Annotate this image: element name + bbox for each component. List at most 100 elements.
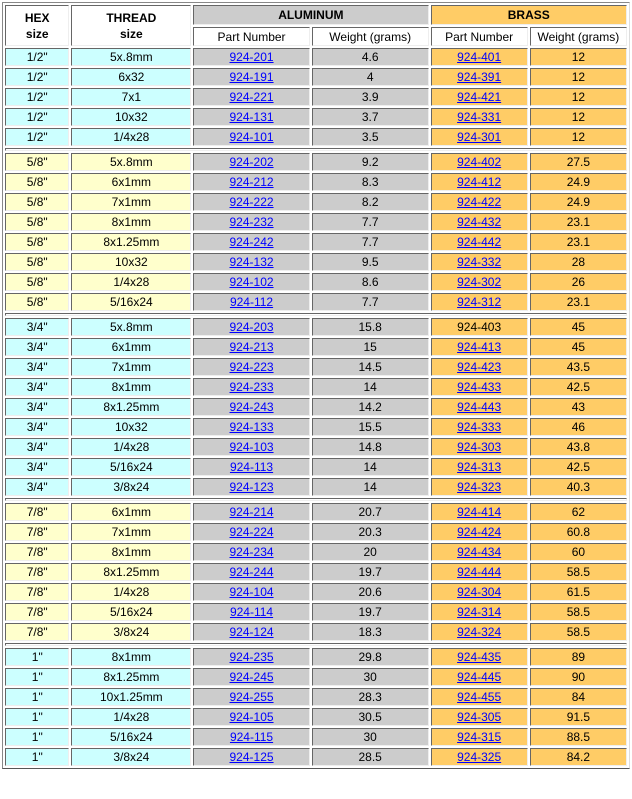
- aluminum-weight: 20: [311, 543, 429, 561]
- aluminum-part-number-link[interactable]: 924-191: [229, 70, 274, 84]
- brass-part-number-link[interactable]: 924-421: [457, 90, 502, 104]
- aluminum-header: ALUMINUM: [193, 5, 429, 25]
- brass-part-number-link[interactable]: 924-435: [457, 650, 502, 664]
- brass-part-number-link[interactable]: 924-434: [457, 545, 502, 559]
- hex-size-cell: 5/8": [5, 193, 70, 211]
- thread-size-cell: 8x1.25mm: [71, 233, 192, 251]
- brass-weight: 88.5: [529, 728, 627, 746]
- brass-weight: 58.5: [529, 563, 627, 581]
- brass-part-number: 924-402: [430, 153, 528, 171]
- aluminum-part-number-link[interactable]: 924-201: [229, 50, 274, 64]
- brass-part-number-link[interactable]: 924-455: [457, 690, 502, 704]
- brass-part-number-link[interactable]: 924-401: [457, 50, 502, 64]
- brass-part-number-link[interactable]: 924-412: [457, 175, 502, 189]
- brass-part-number-link[interactable]: 924-433: [457, 380, 502, 394]
- hex-size-cell: 3/4": [5, 338, 70, 356]
- aluminum-part-number: 924-201: [193, 48, 310, 66]
- brass-part-number-link[interactable]: 924-413: [457, 340, 502, 354]
- table-row: 3/4" 1/4x28 924-103 14.8 924-303 43.8: [5, 438, 627, 456]
- table-row: 5/8" 5x.8mm 924-202 9.2 924-402 27.5: [5, 153, 627, 171]
- aluminum-weight: 14.2: [311, 398, 429, 416]
- aluminum-part-number-link[interactable]: 924-232: [229, 215, 274, 229]
- aluminum-part-number-link[interactable]: 924-104: [229, 585, 274, 599]
- brass-part-number-link[interactable]: 924-324: [457, 625, 502, 639]
- brass-part-number-link[interactable]: 924-402: [457, 155, 502, 169]
- brass-part-number-link[interactable]: 924-312: [457, 295, 502, 309]
- aluminum-part-number-link[interactable]: 924-212: [229, 175, 274, 189]
- brass-part-number-link[interactable]: 924-301: [457, 130, 502, 144]
- brass-part-number-link[interactable]: 924-333: [457, 420, 502, 434]
- aluminum-part-number-link[interactable]: 924-202: [229, 155, 274, 169]
- aluminum-part-number-link[interactable]: 924-124: [229, 625, 274, 639]
- aluminum-part-number-link[interactable]: 924-234: [229, 545, 274, 559]
- brass-part-number-link[interactable]: 924-442: [457, 235, 502, 249]
- aluminum-part-number-link[interactable]: 924-255: [229, 690, 274, 704]
- aluminum-part-number-link[interactable]: 924-233: [229, 380, 274, 394]
- aluminum-part-number-link[interactable]: 924-102: [229, 275, 274, 289]
- brass-part-number-link[interactable]: 924-423: [457, 360, 502, 374]
- thread-size-cell: 1/4x28: [71, 273, 192, 291]
- aluminum-part-number-link[interactable]: 924-112: [229, 295, 274, 309]
- aluminum-part-number-link[interactable]: 924-101: [229, 130, 274, 144]
- aluminum-part-number-link[interactable]: 924-243: [229, 400, 274, 414]
- aluminum-part-number-link[interactable]: 924-131: [229, 110, 274, 124]
- brass-part-number-link[interactable]: 924-304: [457, 585, 502, 599]
- thread-size-cell: 8x1.25mm: [71, 668, 192, 686]
- aluminum-part-number: 924-115: [193, 728, 310, 746]
- brass-part-number-link[interactable]: 924-422: [457, 195, 502, 209]
- table-row: 3/4" 7x1mm 924-223 14.5 924-423 43.5: [5, 358, 627, 376]
- aluminum-part-number-link[interactable]: 924-213: [229, 340, 274, 354]
- aluminum-part-number: 924-224: [193, 523, 310, 541]
- brass-part-number: 924-324: [430, 623, 528, 641]
- aluminum-part-number: 924-213: [193, 338, 310, 356]
- aluminum-part-number-link[interactable]: 924-235: [229, 650, 274, 664]
- aluminum-part-number-link[interactable]: 924-222: [229, 195, 274, 209]
- aluminum-part-number-link[interactable]: 924-103: [229, 440, 274, 454]
- thread-size-cell: 6x32: [71, 68, 192, 86]
- brass-part-number-link[interactable]: 924-414: [457, 505, 502, 519]
- brass-part-number-link[interactable]: 924-391: [457, 70, 502, 84]
- aluminum-part-number-link[interactable]: 924-223: [229, 360, 274, 374]
- brass-part-number-link[interactable]: 924-303: [457, 440, 502, 454]
- table-row: 1" 1/4x28 924-105 30.5 924-305 91.5: [5, 708, 627, 726]
- aluminum-weight: 20.6: [311, 583, 429, 601]
- brass-part-number-link[interactable]: 924-445: [457, 670, 502, 684]
- brass-part-number-link[interactable]: 924-314: [457, 605, 502, 619]
- hex-size-cell: 5/8": [5, 293, 70, 311]
- brass-part-number-link[interactable]: 924-302: [457, 275, 502, 289]
- hex-size-cell: 3/4": [5, 458, 70, 476]
- aluminum-part-number-link[interactable]: 924-242: [229, 235, 274, 249]
- aluminum-part-number-link[interactable]: 924-115: [229, 730, 274, 744]
- brass-part-number-link[interactable]: 924-305: [457, 710, 502, 724]
- aluminum-part-number-link[interactable]: 924-133: [229, 420, 274, 434]
- brass-weight: 12: [529, 88, 627, 106]
- aluminum-part-number-link[interactable]: 924-214: [229, 505, 274, 519]
- brass-part-number-link[interactable]: 924-443: [457, 400, 502, 414]
- aluminum-part-number-link[interactable]: 924-132: [229, 255, 274, 269]
- brass-part-number-link[interactable]: 924-313: [457, 460, 502, 474]
- brass-weight: 61.5: [529, 583, 627, 601]
- brass-part-number: 924-434: [430, 543, 528, 561]
- aluminum-part-number-link[interactable]: 924-244: [229, 565, 274, 579]
- aluminum-part-number-link[interactable]: 924-123: [229, 480, 274, 494]
- brass-part-number-link[interactable]: 924-432: [457, 215, 502, 229]
- brass-part-number-link[interactable]: 924-315: [457, 730, 502, 744]
- brass-part-number-link[interactable]: 924-332: [457, 255, 502, 269]
- thread-size-cell: 7x1mm: [71, 523, 192, 541]
- aluminum-part-number-link[interactable]: 924-125: [229, 750, 274, 764]
- brass-part-number-link[interactable]: 924-325: [457, 750, 502, 764]
- brass-part-number-link[interactable]: 924-424: [457, 525, 502, 539]
- aluminum-part-number-link[interactable]: 924-105: [229, 710, 274, 724]
- aluminum-part-number-link[interactable]: 924-203: [229, 320, 274, 334]
- brass-part-number-link[interactable]: 924-444: [457, 565, 502, 579]
- aluminum-part-number-link[interactable]: 924-221: [229, 90, 274, 104]
- brass-weight: 40.3: [529, 478, 627, 496]
- brass-part-number-link[interactable]: 924-331: [457, 110, 502, 124]
- aluminum-part-number-link[interactable]: 924-224: [229, 525, 274, 539]
- aluminum-part-number-link[interactable]: 924-245: [229, 670, 274, 684]
- thread-size-cell: 1/4x28: [71, 708, 192, 726]
- aluminum-part-number-link[interactable]: 924-113: [229, 460, 274, 474]
- hex-size-cell: 7/8": [5, 623, 70, 641]
- brass-part-number-link[interactable]: 924-323: [457, 480, 502, 494]
- aluminum-part-number-link[interactable]: 924-114: [229, 605, 274, 619]
